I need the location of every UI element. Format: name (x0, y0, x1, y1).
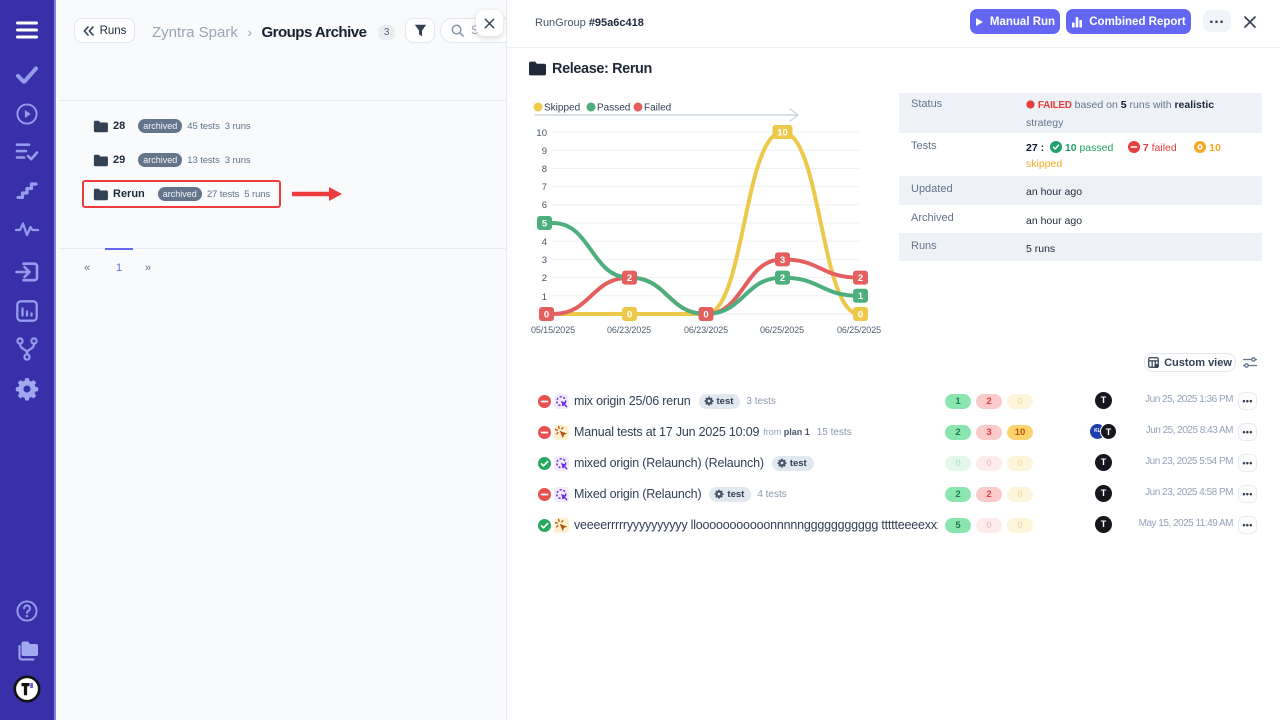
svg-text:06/23/2025: 06/23/2025 (684, 325, 728, 335)
svg-text:Passed: Passed (597, 103, 630, 114)
svg-text:6: 6 (542, 200, 547, 211)
svg-text:0: 0 (858, 310, 863, 321)
svg-text:06/25/2025: 06/25/2025 (837, 325, 881, 335)
svg-text:05/15/2025: 05/15/2025 (531, 325, 575, 335)
svg-text:Failed: Failed (644, 103, 671, 114)
svg-text:1: 1 (858, 291, 864, 302)
svg-text:3: 3 (542, 255, 547, 266)
svg-text:0: 0 (544, 310, 549, 321)
svg-text:8: 8 (542, 164, 547, 175)
svg-text:10: 10 (536, 128, 547, 139)
svg-text:1: 1 (542, 292, 547, 303)
svg-text:10: 10 (777, 128, 788, 139)
svg-text:7: 7 (542, 182, 547, 193)
svg-text:2: 2 (627, 273, 632, 284)
svg-text:06/25/2025: 06/25/2025 (760, 325, 804, 335)
svg-text:2: 2 (780, 273, 785, 284)
svg-text:06/23/2025: 06/23/2025 (607, 325, 651, 335)
svg-text:5: 5 (542, 219, 548, 230)
svg-text:9: 9 (542, 146, 547, 157)
svg-text:2: 2 (858, 273, 863, 284)
svg-text:0: 0 (703, 310, 708, 321)
svg-text:0: 0 (627, 310, 632, 321)
svg-text:Skipped: Skipped (544, 103, 580, 114)
svg-text:3: 3 (780, 255, 785, 266)
svg-text:4: 4 (542, 237, 547, 248)
svg-text:2: 2 (542, 273, 547, 284)
